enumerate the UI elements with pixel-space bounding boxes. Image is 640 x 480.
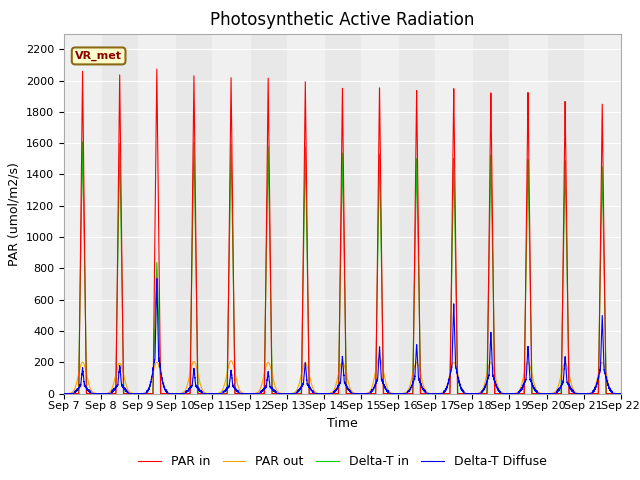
Line: Delta-T Diffuse: Delta-T Diffuse	[64, 279, 621, 394]
PAR out	[499, 390, 506, 396]
Legend: PAR in, PAR out, Delta-T in, Delta-T Diffuse: PAR in, PAR out, Delta-T in, Delta-T Dif…	[133, 450, 552, 473]
Text: VR_met: VR_met	[75, 51, 122, 61]
Bar	[509, 34, 547, 394]
Delta-T Diffuse	[615, 391, 623, 396]
Delta-T in	[617, 391, 625, 396]
Bar	[138, 34, 175, 394]
PAR out	[615, 391, 623, 396]
PAR out	[420, 383, 428, 388]
Delta-T Diffuse	[246, 391, 253, 396]
PAR out	[269, 373, 276, 379]
Delta-T in	[499, 391, 506, 396]
PAR in	[269, 391, 276, 396]
Delta-T in	[269, 391, 276, 396]
Bar	[361, 34, 398, 394]
PAR in	[419, 391, 427, 396]
Bar	[435, 34, 472, 394]
Delta-T in	[60, 391, 68, 396]
Title: Photosynthetic Active Radiation: Photosynthetic Active Radiation	[210, 11, 475, 29]
Line: Delta-T in: Delta-T in	[64, 142, 621, 394]
PAR in	[173, 391, 181, 396]
PAR out	[179, 390, 187, 396]
PAR in	[499, 391, 506, 396]
PAR in	[617, 391, 625, 396]
Delta-T in	[179, 391, 187, 396]
Bar	[584, 34, 621, 394]
PAR out	[60, 391, 68, 396]
Delta-T Diffuse	[153, 276, 161, 282]
PAR in	[179, 391, 187, 396]
Y-axis label: PAR (umol/m2/s): PAR (umol/m2/s)	[8, 162, 20, 265]
PAR out	[376, 355, 383, 360]
Delta-T Diffuse	[60, 391, 68, 396]
Delta-T Diffuse	[179, 391, 187, 396]
Delta-T Diffuse	[420, 387, 428, 393]
Delta-T Diffuse	[499, 391, 506, 396]
Delta-T in	[615, 391, 623, 396]
Delta-T Diffuse	[617, 391, 625, 396]
Line: PAR out: PAR out	[64, 358, 621, 394]
PAR out	[173, 391, 181, 396]
Delta-T Diffuse	[269, 386, 276, 392]
PAR in	[60, 391, 68, 396]
X-axis label: Time: Time	[327, 417, 358, 430]
PAR out	[617, 391, 625, 396]
PAR out	[97, 391, 105, 396]
Bar	[64, 34, 101, 394]
PAR in	[153, 66, 161, 72]
PAR in	[615, 391, 623, 396]
Bar	[287, 34, 324, 394]
Line: PAR in: PAR in	[64, 69, 621, 394]
Delta-T in	[173, 391, 181, 396]
Delta-T in	[79, 139, 86, 144]
Bar	[212, 34, 250, 394]
Delta-T in	[419, 391, 427, 396]
Delta-T Diffuse	[173, 391, 181, 396]
